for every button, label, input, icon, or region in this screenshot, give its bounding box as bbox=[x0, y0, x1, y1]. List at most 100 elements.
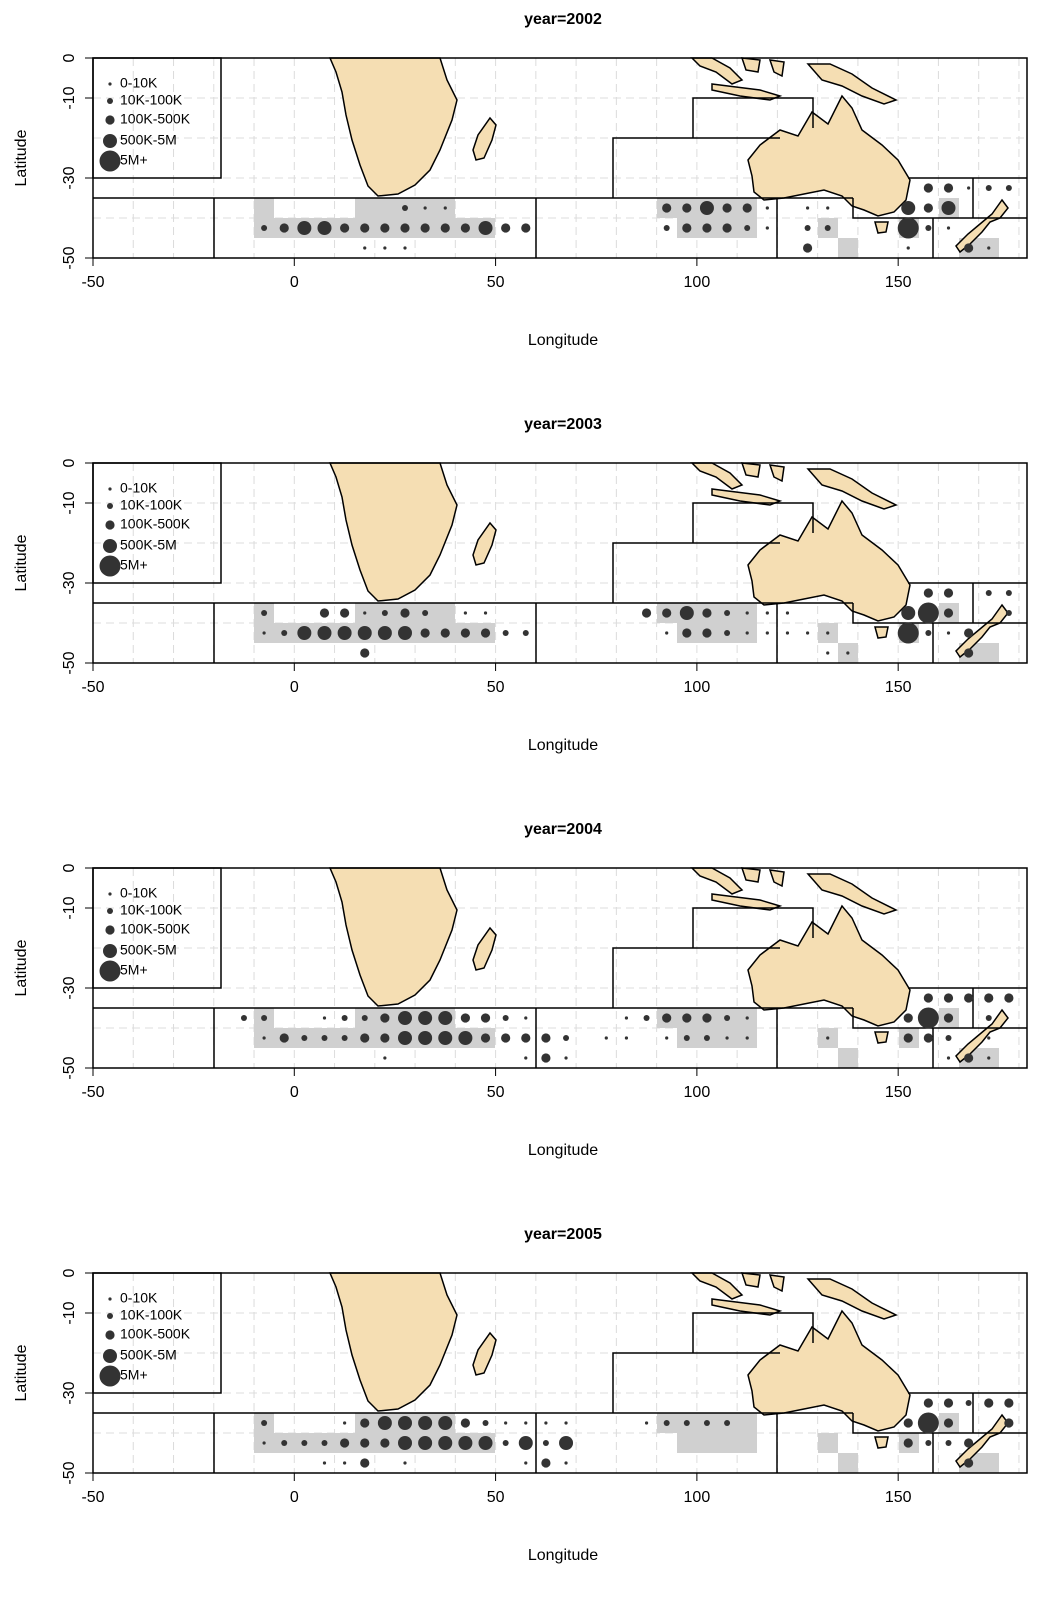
x-tick-label: 100 bbox=[684, 274, 711, 291]
bubble bbox=[262, 1441, 266, 1445]
bubble bbox=[460, 223, 470, 233]
bubble bbox=[458, 1031, 473, 1045]
x-tick-label: -50 bbox=[81, 679, 104, 696]
bubble bbox=[478, 1436, 493, 1450]
bubble bbox=[343, 1421, 347, 1425]
bubble bbox=[398, 626, 413, 640]
bubble bbox=[480, 628, 491, 638]
legend-label: 100K-500K bbox=[120, 1326, 191, 1342]
bubble bbox=[381, 610, 388, 616]
bubble bbox=[946, 1056, 951, 1060]
bubble bbox=[765, 206, 769, 210]
legend-label: 10K-100K bbox=[120, 1307, 183, 1323]
bubble bbox=[945, 1035, 952, 1041]
x-axis-label: Longitude bbox=[528, 1142, 598, 1159]
bubble bbox=[964, 628, 974, 638]
bubble bbox=[1005, 610, 1012, 616]
bubble bbox=[901, 201, 916, 215]
y-tick-label: -10 bbox=[61, 896, 78, 919]
bubble bbox=[826, 1036, 830, 1040]
x-tick-label: -50 bbox=[81, 1084, 104, 1101]
y-tick-label: -30 bbox=[61, 571, 78, 594]
legend-symbol bbox=[108, 1297, 112, 1301]
bubble bbox=[377, 1416, 392, 1430]
bubble bbox=[662, 608, 672, 618]
bubble bbox=[460, 628, 470, 638]
bubble bbox=[644, 1421, 649, 1425]
bubble bbox=[903, 1033, 913, 1043]
bubble bbox=[745, 1016, 749, 1020]
bubble bbox=[604, 1036, 608, 1040]
panel-title: year=2004 bbox=[524, 821, 602, 838]
bubble bbox=[321, 1035, 328, 1041]
bubble bbox=[420, 223, 430, 233]
bubble bbox=[682, 203, 692, 213]
legend-symbol bbox=[99, 1365, 121, 1387]
bubble bbox=[420, 628, 430, 638]
bubble bbox=[943, 183, 954, 193]
bubble bbox=[317, 626, 332, 640]
x-tick-label: 150 bbox=[885, 1489, 912, 1506]
bubble bbox=[964, 648, 974, 658]
legend-symbol bbox=[105, 1330, 115, 1340]
bubble bbox=[765, 226, 769, 230]
y-tick-label: 0 bbox=[61, 863, 78, 872]
bubble bbox=[703, 1035, 710, 1041]
bubble bbox=[1004, 1398, 1014, 1408]
bubble bbox=[943, 1013, 954, 1023]
bubble bbox=[785, 611, 790, 615]
bubble bbox=[480, 1013, 491, 1023]
x-tick-label: 0 bbox=[290, 1084, 299, 1101]
bubble bbox=[522, 630, 529, 636]
bubble bbox=[765, 631, 769, 635]
bubble bbox=[682, 628, 692, 638]
bubble bbox=[438, 1436, 453, 1450]
bubble bbox=[985, 185, 992, 191]
bubble bbox=[301, 1035, 308, 1041]
bubble bbox=[440, 223, 450, 233]
bubble bbox=[917, 602, 939, 624]
bubble bbox=[383, 1056, 387, 1060]
bubble bbox=[682, 1013, 692, 1023]
bubble bbox=[402, 205, 409, 211]
bubble bbox=[398, 1031, 413, 1045]
legend-symbol bbox=[105, 925, 115, 935]
bubble bbox=[482, 1420, 489, 1426]
bubble bbox=[564, 1461, 568, 1465]
bubble bbox=[745, 1036, 749, 1040]
bubble bbox=[403, 246, 407, 250]
bubble bbox=[903, 1013, 913, 1023]
plot-frame bbox=[92, 1272, 1028, 1474]
legend-symbol bbox=[103, 539, 117, 553]
bubble bbox=[322, 1461, 327, 1465]
bubble bbox=[422, 610, 429, 616]
bubble bbox=[665, 1036, 669, 1040]
bubble bbox=[261, 1420, 268, 1426]
bubble bbox=[340, 1438, 350, 1448]
y-tick-label: -10 bbox=[61, 86, 78, 109]
y-tick-label: -50 bbox=[61, 651, 78, 674]
bubble bbox=[480, 1033, 491, 1043]
bubble bbox=[521, 223, 531, 233]
plot-frame bbox=[92, 57, 1028, 259]
legend-label: 100K-500K bbox=[120, 921, 191, 937]
legend-symbol bbox=[103, 944, 117, 958]
bubble bbox=[744, 225, 751, 231]
bubble bbox=[361, 1015, 368, 1021]
bubble bbox=[826, 631, 830, 635]
bubble bbox=[765, 611, 769, 615]
x-tick-label: 100 bbox=[684, 1489, 711, 1506]
bubble bbox=[925, 630, 932, 636]
bubble bbox=[360, 1458, 370, 1468]
legend-symbol bbox=[108, 892, 112, 896]
bubble bbox=[502, 630, 509, 636]
bubble bbox=[458, 1436, 473, 1450]
bubble bbox=[643, 1015, 650, 1021]
bubble bbox=[923, 993, 933, 1003]
bubble bbox=[340, 223, 350, 233]
bubble bbox=[724, 610, 731, 616]
bubble bbox=[398, 1416, 413, 1430]
bubble bbox=[279, 1033, 289, 1043]
